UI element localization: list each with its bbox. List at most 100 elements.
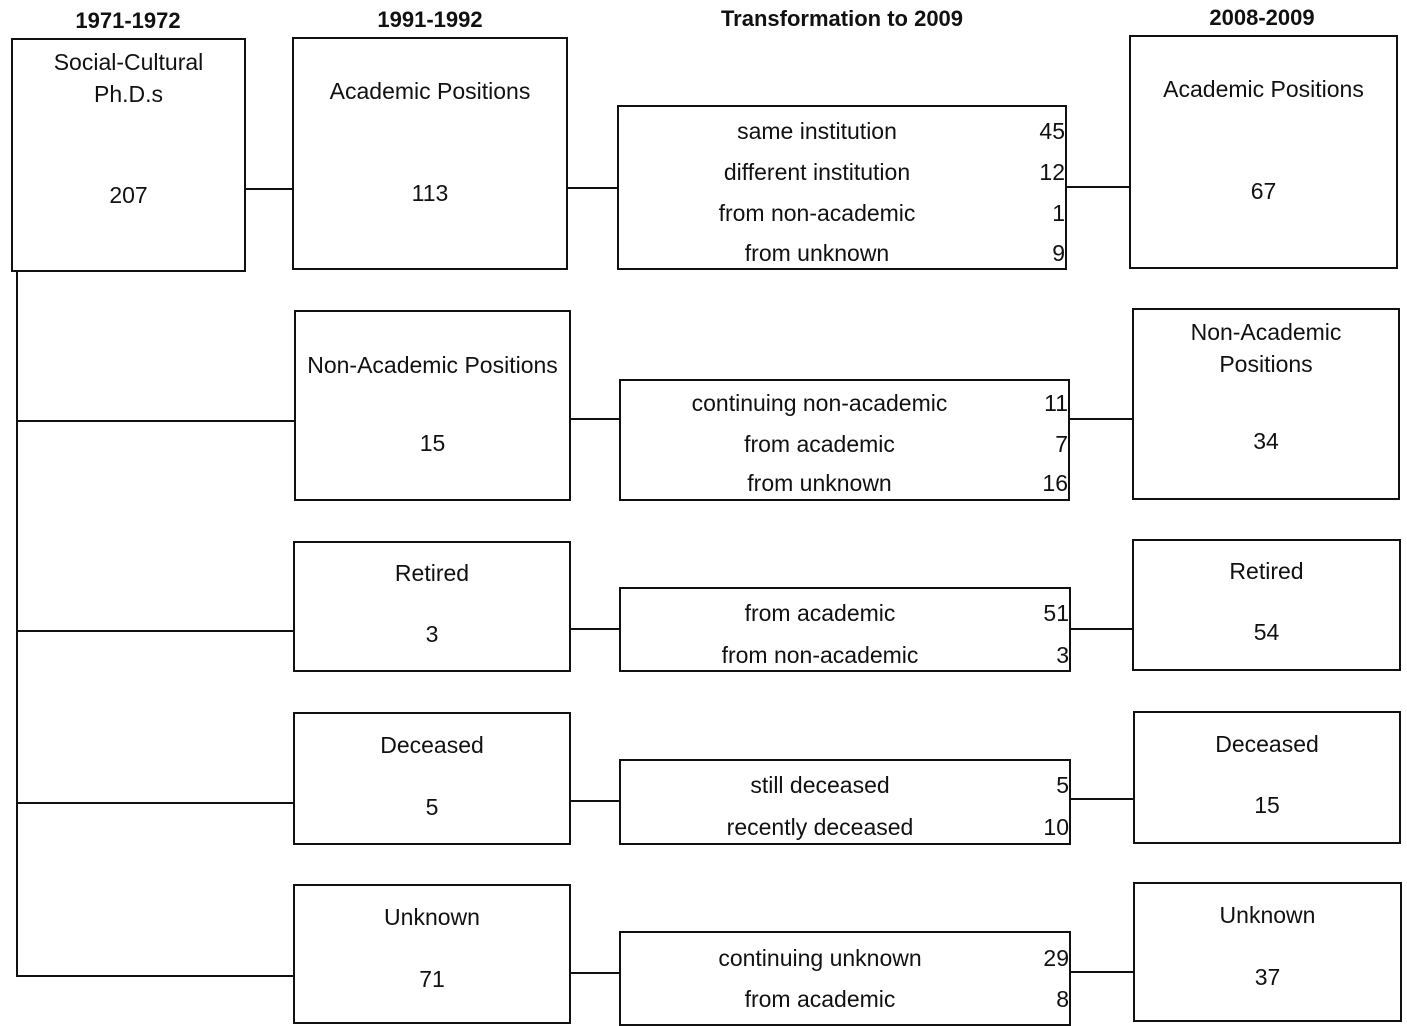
connector-transition-to	[1070, 418, 1134, 420]
transition-row: still deceased 5	[621, 769, 1069, 801]
from-box-unknown: Unknown 71	[293, 884, 571, 1024]
transition-label: from unknown	[747, 470, 892, 496]
trunk-line	[16, 272, 18, 977]
to-count: 15	[1254, 792, 1280, 818]
from-count: 5	[425, 794, 439, 820]
from-count: 71	[419, 966, 445, 992]
transition-label: different institution	[723, 159, 911, 185]
from-label: Academic Positions	[329, 78, 531, 104]
from-count: 15	[419, 430, 446, 456]
to-box-nonacademic: Non-Academic Positions 34	[1132, 308, 1400, 500]
transition-row: same institution 45	[619, 115, 1065, 147]
transition-count: 11	[1044, 390, 1068, 416]
transition-count: 5	[1056, 772, 1069, 798]
transition-box-deceased: still deceased 5 recently deceased 10	[619, 759, 1071, 845]
from-box-deceased: Deceased 5	[293, 712, 571, 845]
header-1991-1992: 1991-1992	[377, 7, 483, 32]
transition-count: 3	[1056, 642, 1069, 668]
connector-transition-to	[1067, 186, 1131, 188]
transition-row: recently deceased 10	[621, 811, 1069, 843]
from-label: Retired	[394, 560, 470, 586]
transition-row: continuing non-academic 11	[621, 387, 1068, 419]
transition-label: continuing unknown	[718, 945, 922, 971]
to-label: Deceased	[1215, 731, 1319, 757]
transition-label: from academic	[744, 431, 895, 457]
transition-count: 1	[1052, 200, 1065, 226]
from-box-nonacademic: Non-Academic Positions 15	[294, 310, 571, 501]
transition-label: from non-academic	[718, 200, 916, 226]
transition-label: still deceased	[750, 772, 890, 798]
transition-count: 8	[1056, 986, 1069, 1012]
transition-count: 29	[1043, 945, 1069, 971]
to-count: 67	[1250, 178, 1277, 204]
connector-trunk-deceased	[16, 802, 295, 804]
transition-box-nonacademic: continuing non-academic 11 from academic…	[619, 379, 1070, 501]
transition-row: from non-academic 3	[621, 639, 1069, 670]
from-count: 113	[411, 180, 449, 206]
to-label: Retired	[1229, 558, 1304, 584]
transition-count: 7	[1055, 431, 1068, 457]
connector-from-transition	[571, 972, 621, 974]
transition-count: 45	[1039, 118, 1065, 144]
to-box-deceased: Deceased 15	[1133, 711, 1401, 844]
connector-from-transition	[568, 187, 618, 189]
header-2008-2009: 2008-2009	[1209, 5, 1315, 30]
to-label: Unknown	[1219, 902, 1316, 928]
transition-label: from non-academic	[721, 642, 919, 668]
transition-label: from unknown	[744, 240, 890, 266]
transition-row: from non-academic 1	[619, 197, 1065, 229]
from-count: 3	[425, 621, 439, 647]
from-label: Unknown	[384, 904, 480, 930]
transition-row: from academic 8	[621, 983, 1069, 1015]
to-count: 54	[1253, 619, 1280, 645]
to-count: 37	[1254, 964, 1281, 990]
connector-origin-academic	[246, 188, 294, 190]
connector-trunk-retired	[16, 630, 295, 632]
connector-from-transition	[571, 628, 621, 630]
to-label: Academic Positions	[1163, 76, 1364, 102]
to-box-academic: Academic Positions 67	[1129, 35, 1398, 269]
transition-label: same institution	[737, 118, 897, 144]
connector-transition-to	[1071, 798, 1135, 800]
origin-label-line2: Ph.D.s	[93, 81, 164, 107]
transition-row: from academic 51	[621, 597, 1069, 629]
connector-from-transition	[571, 418, 621, 420]
connector-trunk-unknown	[16, 975, 295, 977]
origin-count: 207	[109, 182, 148, 208]
transition-label: recently deceased	[726, 814, 914, 840]
transition-row: from unknown 9	[619, 237, 1065, 268]
to-label-line1: Non-Academic	[1190, 319, 1342, 345]
connector-trunk-nonacademic	[16, 420, 296, 422]
transition-count: 12	[1039, 159, 1065, 185]
transition-label: from academic	[744, 600, 896, 626]
to-box-unknown: Unknown 37	[1133, 882, 1402, 1022]
to-box-retired: Retired 54	[1132, 539, 1401, 671]
transition-count: 10	[1043, 814, 1069, 840]
from-label: Non-Academic Positions	[307, 352, 558, 378]
transition-row: from academic 7	[621, 428, 1068, 460]
from-box-academic: Academic Positions 113	[292, 37, 568, 270]
transition-box-academic: same institution 45 different institutio…	[617, 105, 1067, 270]
from-label: Deceased	[380, 732, 484, 758]
transition-count: 9	[1052, 240, 1065, 266]
transition-label: from academic	[744, 986, 896, 1012]
transition-row: from unknown 16	[621, 467, 1068, 499]
transition-count: 51	[1043, 600, 1069, 626]
to-count: 34	[1253, 428, 1279, 454]
header-transformation: Transformation to 2009	[720, 6, 964, 31]
origin-label-line1: Social-Cultural	[53, 49, 204, 75]
connector-transition-to	[1071, 628, 1134, 630]
transition-box-retired: from academic 51 from non-academic 3	[619, 587, 1071, 672]
transition-box-unknown: continuing unknown 29 from academic 8	[619, 931, 1071, 1026]
to-label-line2: Positions	[1219, 351, 1313, 377]
header-1971-1972: 1971-1972	[75, 8, 181, 33]
transition-row: continuing unknown 29	[621, 942, 1069, 974]
connector-transition-to	[1071, 971, 1135, 973]
transition-label: continuing non-academic	[691, 390, 948, 416]
from-box-retired: Retired 3	[293, 541, 571, 672]
origin-box: Social-Cultural Ph.D.s 207	[11, 38, 246, 272]
transition-count: 16	[1042, 470, 1068, 496]
connector-from-transition	[571, 800, 621, 802]
transition-row: different institution 12	[619, 156, 1065, 188]
